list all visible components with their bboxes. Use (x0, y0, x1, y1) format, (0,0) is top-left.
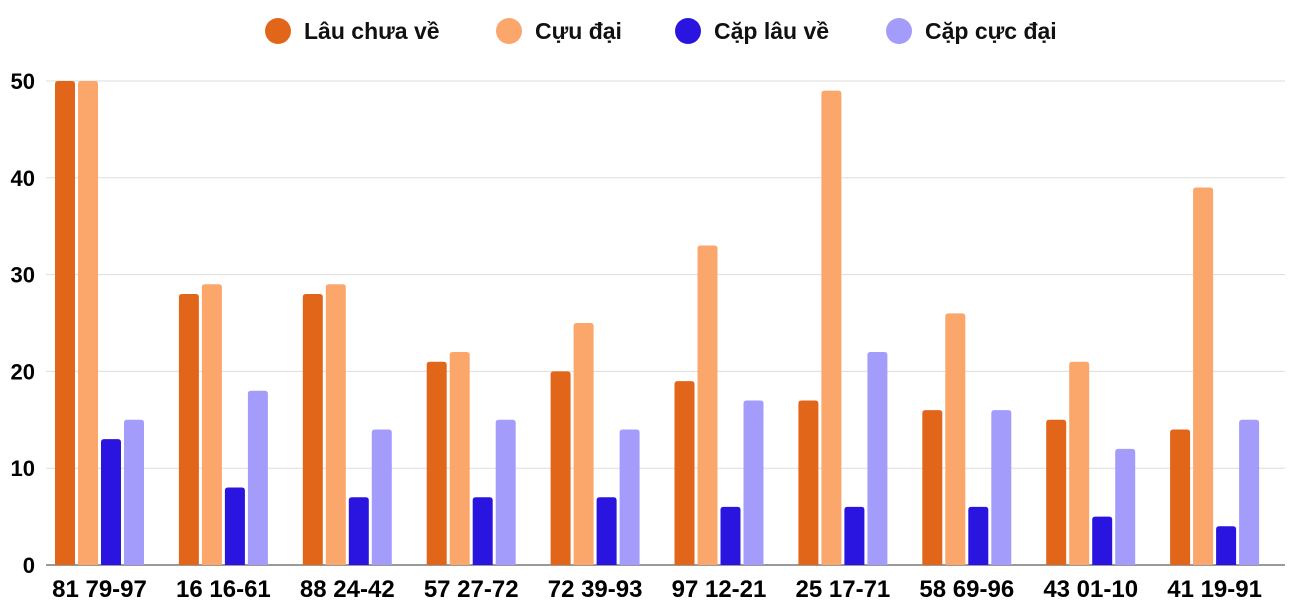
y-tick-label: 10 (11, 456, 35, 481)
bar-2-5 (573, 323, 594, 565)
bar-2-10 (1193, 187, 1214, 566)
bar-1-2 (178, 293, 199, 565)
bar-1-3 (302, 293, 323, 565)
x-tick-label: 88 24-42 (300, 576, 395, 600)
bar-2-1 (78, 81, 98, 565)
bar-1-6 (674, 381, 695, 565)
bar-4-6 (743, 400, 764, 565)
bar-4-1 (124, 419, 144, 565)
legend: Lâu chưa về Cựu đại Cặp lâu về Cặp cực đại (265, 18, 1057, 44)
bar-1-10 (1170, 429, 1191, 565)
bar-3-5 (596, 497, 617, 565)
bar-1-4 (426, 361, 447, 565)
bar-3-3 (348, 497, 369, 565)
legend-swatch (886, 18, 912, 44)
bar-3-7 (844, 506, 865, 565)
bar-2-2 (201, 284, 222, 565)
bar-4-9 (1115, 448, 1136, 565)
bar-4-2 (247, 390, 268, 565)
legend-label: Cặp lâu về (714, 18, 829, 44)
legend-label: Lâu chưa về (304, 18, 440, 44)
bar-2-6 (697, 245, 718, 565)
bar-3-2 (224, 487, 245, 565)
bar-4-10 (1239, 419, 1260, 565)
legend-swatch (675, 18, 701, 44)
bar-1-7 (798, 400, 819, 565)
bar-2-3 (325, 284, 346, 565)
y-tick-label: 0 (23, 553, 35, 578)
bar-4-3 (371, 429, 392, 565)
x-tick-label: 97 12-21 (672, 576, 767, 600)
x-tick-label: 16 16-61 (176, 576, 271, 600)
bars (55, 81, 1260, 566)
x-tick-label: 72 39-93 (548, 576, 643, 600)
y-tick-label: 30 (11, 263, 35, 288)
bar-1-5 (550, 371, 571, 565)
x-tick-label: 57 27-72 (424, 576, 519, 600)
bar-2-4 (449, 352, 470, 565)
x-axis: 81 79-97 16 16-61 88 24-42 57 27-72 72 39-93… (52, 576, 1262, 600)
bar-2-8 (945, 313, 966, 565)
legend-label: Cựu đại (535, 18, 622, 44)
x-tick-label: 81 79-97 (52, 576, 147, 600)
x-tick-label: 41 19-91 (1167, 576, 1262, 600)
y-tick-label: 50 (11, 69, 35, 94)
x-tick-label: 43 01-10 (1043, 576, 1138, 600)
bar-2-9 (1069, 361, 1090, 565)
bar-3-6 (720, 506, 741, 565)
bar-3-4 (472, 497, 493, 565)
y-axis: 0 10 20 30 40 50 (11, 69, 35, 578)
x-tick-label: 25 17-71 (796, 576, 891, 600)
y-tick-label: 40 (11, 166, 35, 191)
bar-4-8 (991, 410, 1012, 565)
bar-1-8 (922, 410, 943, 565)
bar-3-1 (101, 439, 121, 565)
bar-1-9 (1046, 419, 1067, 565)
bar-4-7 (867, 352, 888, 565)
bar-4-5 (619, 429, 640, 565)
bar-1-1 (55, 81, 75, 565)
legend-swatch (265, 18, 291, 44)
bar-3-8 (968, 506, 989, 565)
legend-swatch (496, 18, 522, 44)
bar-3-10 (1216, 526, 1237, 565)
x-tick-label: 58 69-96 (919, 576, 1014, 600)
legend-label: Cặp cực đại (925, 18, 1057, 44)
bar-2-7 (821, 90, 842, 566)
bar-3-9 (1092, 516, 1113, 565)
bar-4-4 (495, 419, 516, 565)
y-tick-label: 20 (11, 359, 35, 384)
